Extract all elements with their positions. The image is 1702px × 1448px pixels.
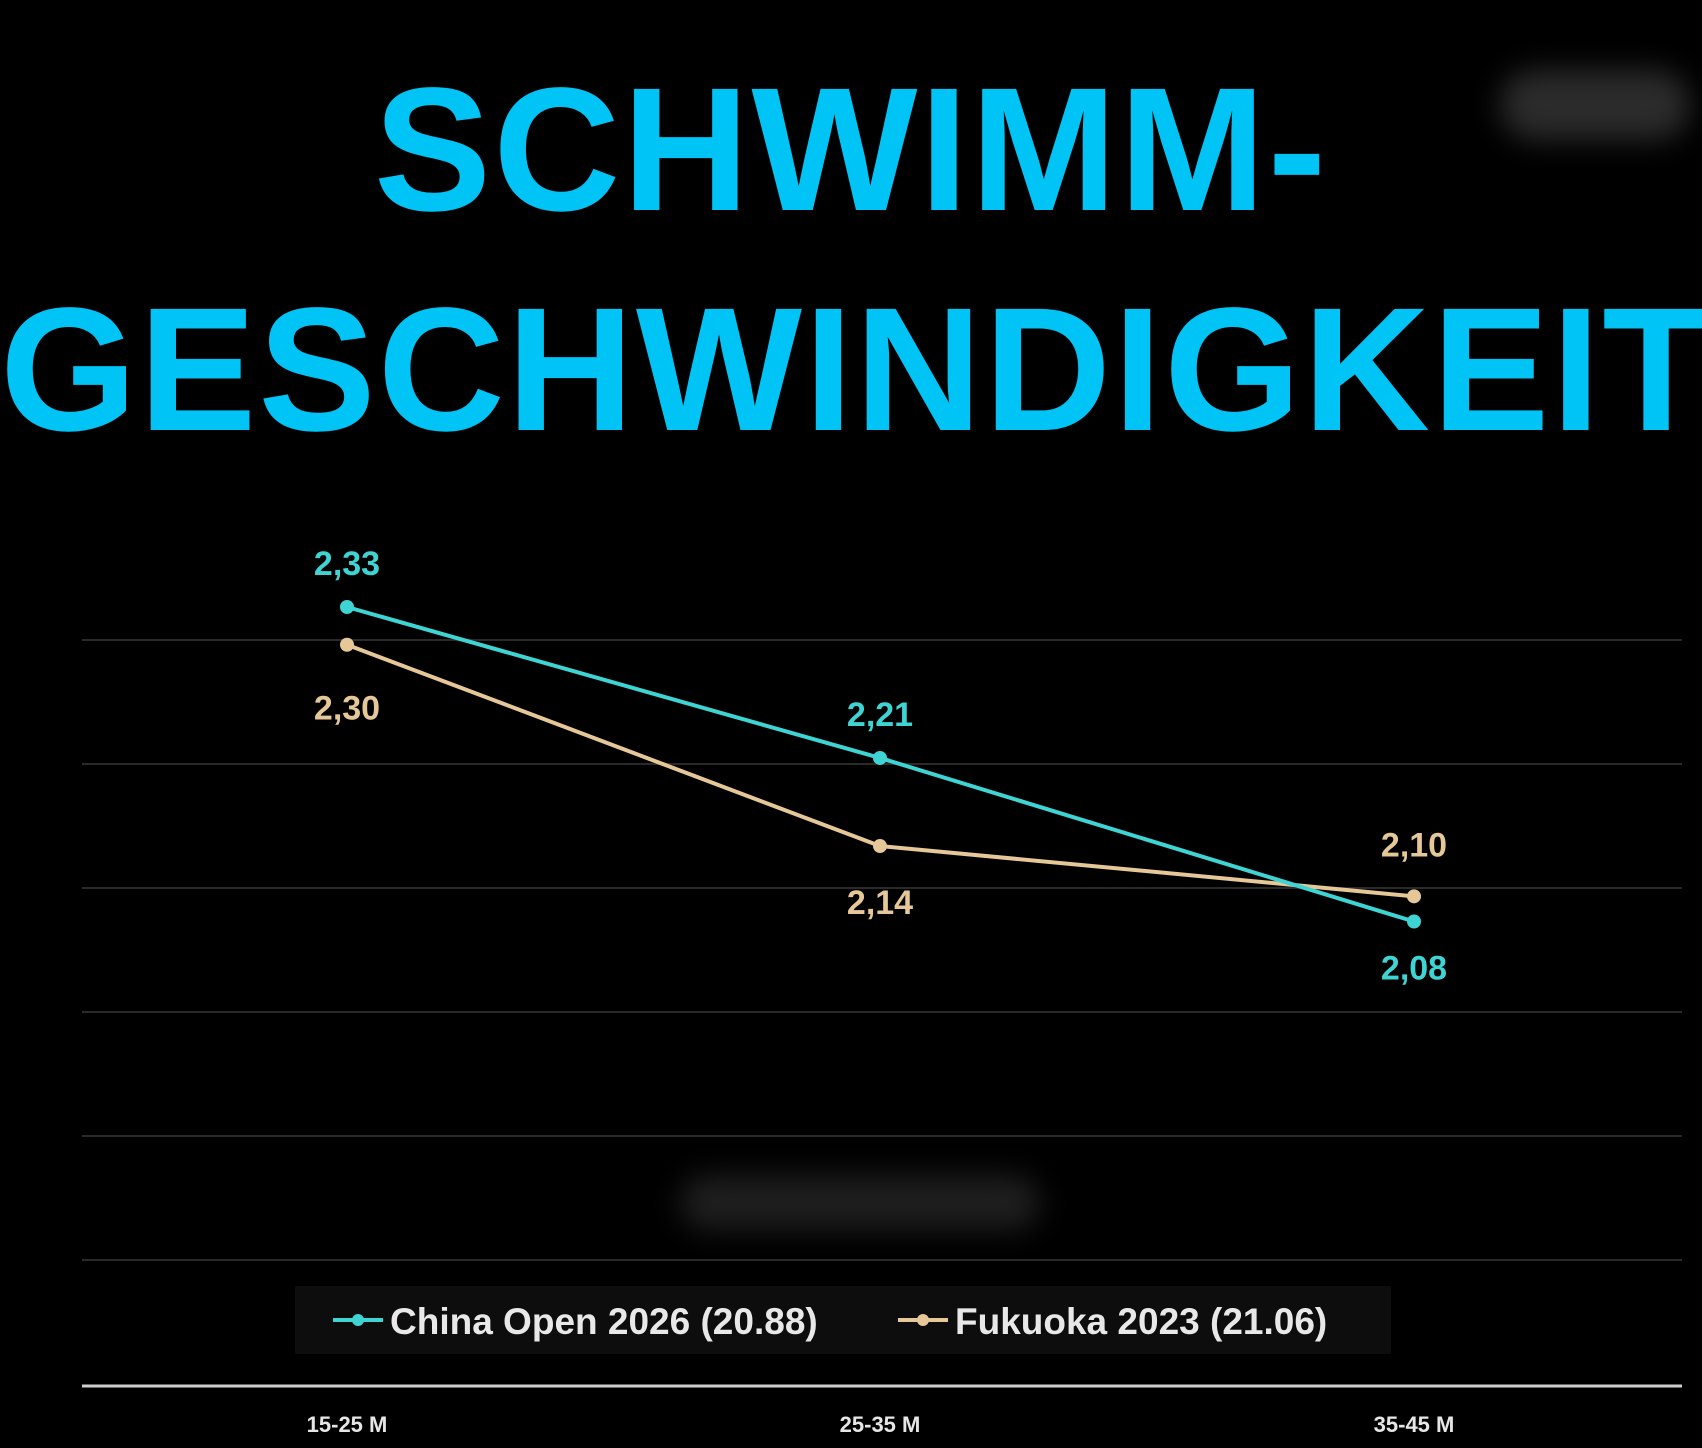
data-label-china-open-1: 2,33 [314, 545, 380, 583]
legend-marker-fukuoka [917, 1314, 929, 1326]
legend: China Open 2026 (20.88) Fukuoka 2023 (21.… [295, 1286, 1391, 1354]
x-tick-label-2: 25-35 M [840, 1412, 921, 1437]
legend-label-fukuoka: Fukuoka 2023 (21.06) [955, 1301, 1327, 1342]
series-line-fukuoka [346, 642, 1415, 899]
legend-box [295, 1286, 1391, 1354]
data-label-fukuoka-2: 2,14 [847, 884, 913, 922]
data-point-china-open-3 [1407, 914, 1421, 929]
data-point-china-open-1 [340, 600, 354, 614]
data-labels: 2,33 2,21 2,08 2,30 2,14 2,10 [314, 545, 1447, 988]
data-label-fukuoka-1: 2,30 [314, 690, 380, 728]
data-label-fukuoka-3: 2,10 [1381, 826, 1447, 864]
x-tick-label-1: 15-25 M [307, 1412, 388, 1437]
data-points [340, 600, 1421, 929]
data-point-fukuoka-1 [340, 637, 354, 652]
data-point-china-open-2 [873, 750, 887, 765]
legend-marker-china-open [352, 1314, 364, 1326]
x-axis: 15-25 M 25-35 M 35-45 M [82, 1384, 1682, 1437]
title-line-1: SCHWIMM- [373, 52, 1329, 248]
x-tick-label-3: 35-45 M [1374, 1412, 1455, 1437]
title-line-2: GESCHWINDIGKEIT [0, 272, 1702, 468]
blur-smudge-middle [680, 1175, 1040, 1230]
chart-title: SCHWIMM- GESCHWINDIGKEIT [0, 40, 1702, 480]
data-point-fukuoka-2 [873, 839, 887, 854]
data-point-fukuoka-3 [1407, 889, 1421, 904]
legend-label-china-open: China Open 2026 (20.88) [390, 1301, 818, 1342]
data-label-china-open-3: 2,08 [1381, 950, 1447, 988]
data-label-china-open-2: 2,21 [847, 696, 913, 734]
blur-smudge-top [1500, 70, 1690, 140]
